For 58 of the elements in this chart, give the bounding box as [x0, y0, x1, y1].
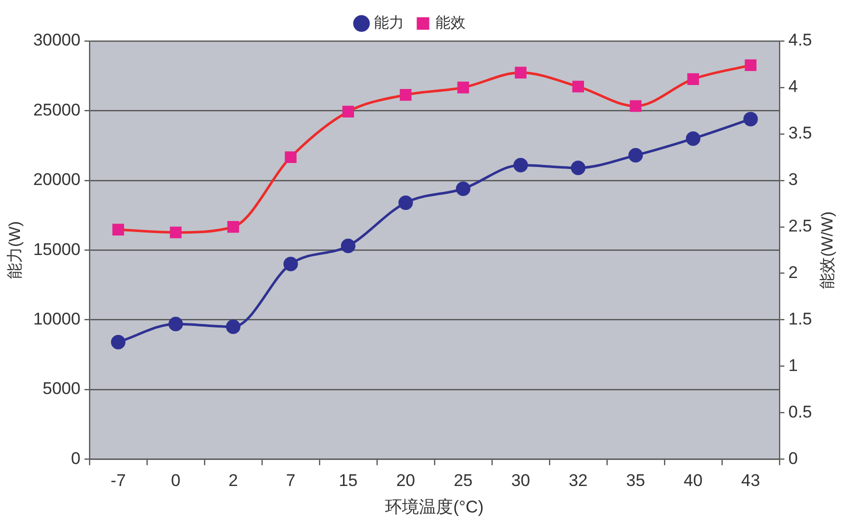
- y2-tick-label: 3: [788, 170, 798, 190]
- y-axis-title: 能力(W): [6, 221, 24, 279]
- point: [457, 82, 470, 94]
- point: [514, 66, 527, 78]
- point: [110, 334, 126, 350]
- x-tick-label: 30: [511, 471, 530, 490]
- point: [283, 256, 298, 272]
- point: [340, 238, 356, 254]
- legend-label: 能效: [436, 14, 466, 32]
- point: [170, 226, 182, 238]
- point: [284, 151, 297, 164]
- point: [686, 131, 700, 146]
- y2-tick-label: 4.5: [788, 30, 812, 50]
- y2-tick-label: 3.5: [788, 124, 812, 143]
- x-tick-label: 7: [286, 471, 296, 490]
- y-tick-label: 10000: [33, 309, 80, 328]
- y2-tick-label: 0.5: [788, 402, 812, 422]
- x-tick-label: 43: [741, 471, 760, 490]
- point: [630, 100, 642, 112]
- x-tick-label: 32: [568, 471, 588, 490]
- point: [628, 148, 643, 163]
- point: [400, 89, 412, 101]
- point: [513, 158, 528, 172]
- y-tick-label: 5000: [42, 379, 80, 398]
- y2-tick-label: 2.5: [788, 216, 812, 236]
- x-tick-label: 20: [396, 471, 416, 490]
- legend-label: 能力: [374, 14, 404, 32]
- x-tick-label: 25: [454, 471, 473, 490]
- y-tick-label: 0: [71, 448, 80, 468]
- point: [744, 59, 756, 72]
- point: [112, 224, 124, 236]
- x-tick-label: -7: [110, 471, 126, 490]
- point: [342, 106, 354, 118]
- y2-tick-label: 4: [788, 77, 798, 96]
- x-tick-label: 2: [228, 471, 238, 490]
- x-tick-label: 35: [626, 471, 646, 490]
- point: [743, 112, 758, 126]
- x-tick-label: 40: [684, 471, 703, 490]
- point: [398, 195, 413, 210]
- y-tick-label: 25000: [33, 100, 80, 120]
- y2-axis-title: 能效(W/W): [818, 211, 836, 289]
- y2-tick-label: 1.5: [788, 309, 812, 328]
- x-tick-label: 15: [338, 471, 358, 490]
- y-tick-label: 15000: [33, 240, 80, 259]
- point: [168, 316, 183, 332]
- y2-tick-label: 1: [788, 356, 798, 375]
- point: [572, 80, 584, 92]
- point: [227, 221, 240, 233]
- point: [456, 182, 470, 196]
- point: [687, 73, 699, 85]
- y2-tick-label: 0: [788, 448, 798, 468]
- y-tick-label: 20000: [33, 170, 80, 190]
- x-axis-title: 环境温度(°C): [385, 497, 484, 516]
- y2-tick-label: 2: [788, 263, 798, 282]
- x-tick-label: 0: [170, 471, 180, 490]
- point: [570, 160, 586, 176]
- point: [226, 320, 240, 334]
- y-tick-label: 30000: [33, 30, 80, 50]
